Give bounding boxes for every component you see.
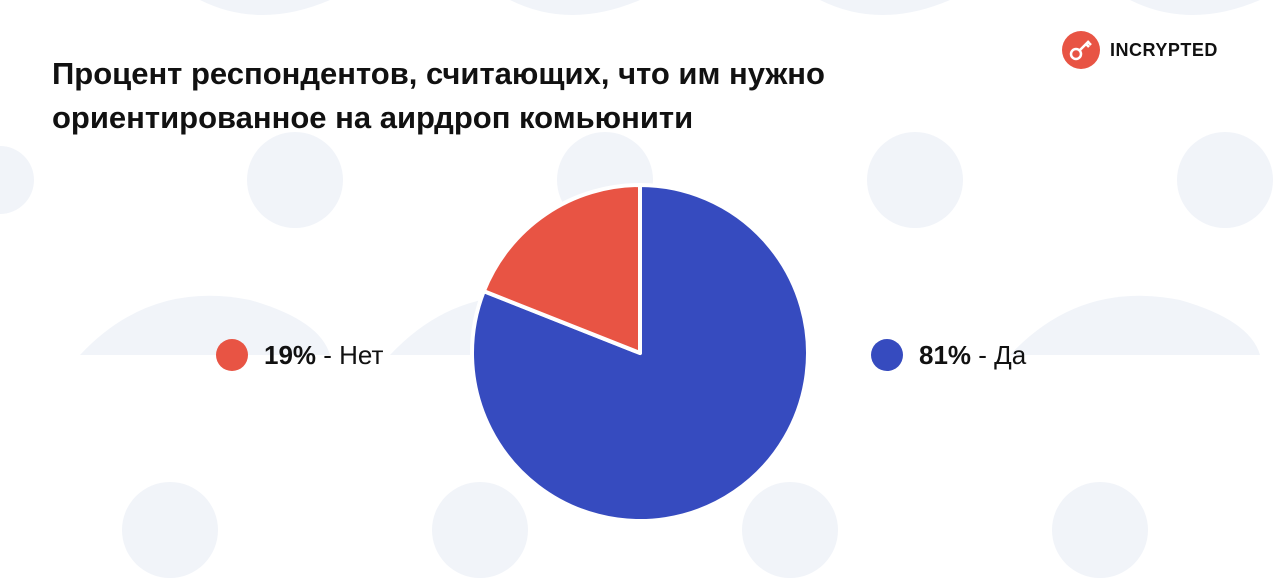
legend-separator: - [316, 339, 340, 370]
legend-swatch [216, 339, 248, 371]
legend-label: Да [994, 339, 1027, 370]
chart-title: Процент респондентов, считающих, что им … [52, 56, 825, 135]
brand-logo: INCRYPTED [1062, 30, 1218, 70]
brand-name: INCRYPTED [1110, 39, 1218, 60]
pie-slice [481, 183, 642, 355]
legend-separator: - [971, 339, 995, 370]
value-label: 19% [264, 339, 317, 370]
legend-swatch [871, 339, 903, 371]
legend-label: Нет [339, 339, 384, 370]
pie-slice [470, 183, 810, 523]
legend-item: 19% - Нет [216, 336, 383, 374]
logo-icon [1062, 31, 1100, 69]
legend-item: 81% - Да [871, 336, 1026, 374]
value-label: 81% [919, 339, 972, 370]
